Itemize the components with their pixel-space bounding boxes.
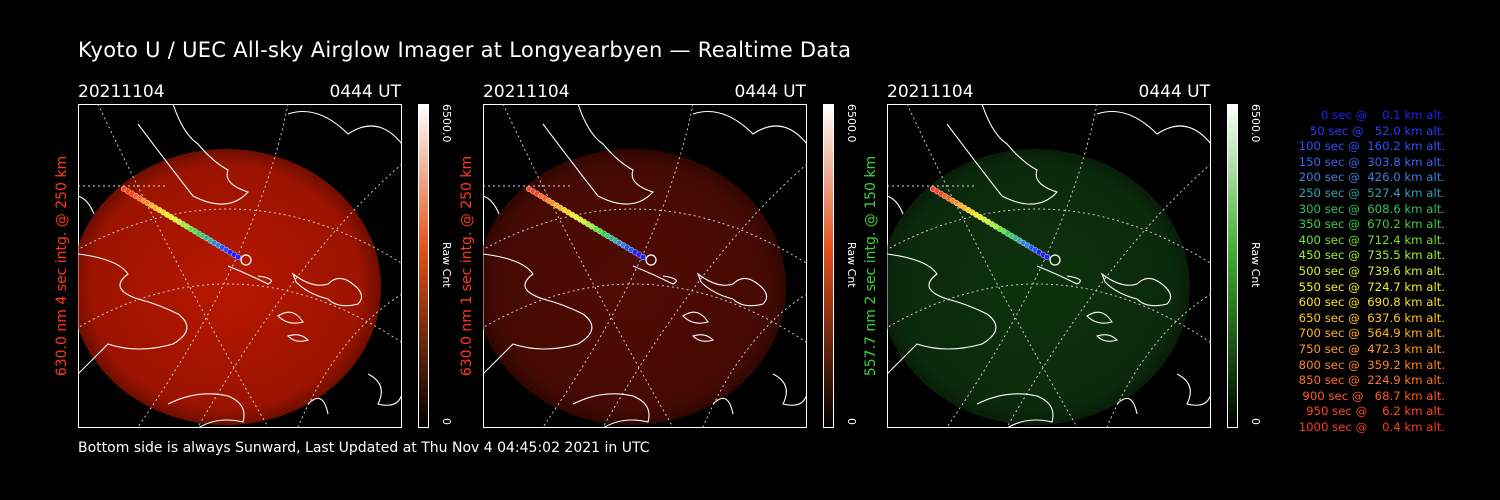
- footer-note: Bottom side is always Sunward, Last Upda…: [78, 440, 650, 456]
- colorbar-max-label: 6500.0: [1249, 104, 1262, 143]
- panel-date: 20211104: [887, 82, 974, 102]
- rocket-trajectory: [121, 185, 252, 266]
- panel-date: 20211104: [483, 82, 570, 102]
- panel-time: 0444 UT: [1138, 82, 1211, 102]
- rocket-trajectory: [526, 185, 657, 266]
- colorbar-unit-label: Raw Cnt: [440, 242, 453, 288]
- legend-entry: 700 sec @ 564.9 km alt.: [1294, 326, 1445, 341]
- legend-entry: 250 sec @ 527.4 km alt.: [1294, 185, 1445, 200]
- launch-site-marker: [240, 254, 252, 266]
- colorbar: [823, 104, 834, 428]
- trajectory-point: [1043, 253, 1050, 260]
- all-sky-map: [887, 104, 1211, 428]
- trajectory-legend: 0 sec @ 0.1 km alt. 50 sec @ 52.0 km alt…: [1270, 108, 1445, 435]
- airglow-panel-3: 20211104 0444 UT 557.7 nm 2 sec intg. @ 15…: [863, 82, 1317, 432]
- trajectory-point: [234, 253, 241, 260]
- panel-wavelength-text: 630.0 nm 4 sec intg. @ 250 km: [54, 155, 70, 377]
- legend-entry: 300 sec @ 608.6 km alt.: [1294, 201, 1445, 216]
- launch-site-marker: [1049, 254, 1061, 266]
- colorbar-min-label: 0: [1249, 418, 1262, 425]
- legend-entry: 650 sec @ 637.6 km alt.: [1294, 310, 1445, 325]
- legend-entry: 200 sec @ 426.0 km alt.: [1294, 170, 1445, 185]
- all-sky-map: [78, 104, 402, 428]
- legend-entry: 500 sec @ 739.6 km alt.: [1294, 263, 1445, 278]
- legend-entry: 950 sec @ 6.2 km alt.: [1302, 404, 1445, 419]
- panel-wavelength-label: 557.7 nm 2 sec intg. @ 150 km: [859, 104, 883, 428]
- legend-entry: 850 sec @ 224.9 km alt.: [1294, 373, 1445, 388]
- airglow-image: [483, 149, 786, 425]
- panel-wavelength-text: 557.7 nm 2 sec intg. @ 150 km: [863, 155, 879, 377]
- legend-entry: 900 sec @ 68.7 km alt.: [1298, 388, 1445, 403]
- legend-entry: 550 sec @ 724.7 km alt.: [1294, 279, 1445, 294]
- lat-lon-grid: [483, 104, 807, 428]
- rocket-trajectory: [930, 185, 1061, 266]
- legend-entry: 800 sec @ 359.2 km alt.: [1294, 357, 1445, 372]
- airglow-panel-2: 20211104 0444 UT 630.0 nm 1 sec intg. @ 25…: [459, 82, 913, 432]
- legend-entry: 450 sec @ 735.5 km alt.: [1294, 248, 1445, 263]
- colorbar-unit-label: Raw Cnt: [845, 242, 858, 288]
- legend-entry: 50 sec @ 52.0 km alt.: [1302, 123, 1445, 138]
- legend-entry: 750 sec @ 472.3 km alt.: [1294, 341, 1445, 356]
- legend-entry: 350 sec @ 670.2 km alt.: [1294, 217, 1445, 232]
- page-title: Kyoto U / UEC All-sky Airglow Imager at …: [78, 38, 852, 62]
- panel-time: 0444 UT: [329, 82, 402, 102]
- colorbar: [1227, 104, 1238, 428]
- legend-entry: 150 sec @ 303.8 km alt.: [1294, 154, 1445, 169]
- colorbar: [418, 104, 429, 428]
- colorbar-min-label: 0: [845, 418, 858, 425]
- coastline: [78, 104, 402, 428]
- panel-wavelength-text: 630.0 nm 1 sec intg. @ 250 km: [459, 155, 475, 377]
- panel-time: 0444 UT: [734, 82, 807, 102]
- legend-entry: 1000 sec @ 0.4 km alt.: [1298, 419, 1445, 434]
- legend-entry: 400 sec @ 712.4 km alt.: [1294, 232, 1445, 247]
- lat-lon-grid: [78, 104, 402, 428]
- airglow-image: [887, 149, 1190, 425]
- legend-entry: 0 sec @ 0.1 km alt.: [1309, 108, 1445, 122]
- colorbar-min-label: 0: [440, 418, 453, 425]
- panel-date: 20211104: [78, 82, 165, 102]
- trajectory-point: [639, 253, 646, 260]
- coastline: [483, 104, 807, 428]
- airglow-image: [78, 149, 381, 425]
- legend-entry: 100 sec @ 160.2 km alt.: [1294, 139, 1445, 154]
- lat-lon-grid: [887, 104, 1211, 428]
- airglow-panel-1: 20211104 0444 UT 630.0 nm 4 sec intg. @ 25…: [54, 82, 508, 432]
- colorbar-unit-label: Raw Cnt: [1249, 242, 1262, 288]
- legend-entry: 600 sec @ 690.8 km alt.: [1294, 295, 1445, 310]
- colorbar-max-label: 6500.0: [845, 104, 858, 143]
- launch-site-marker: [645, 254, 657, 266]
- all-sky-map: [483, 104, 807, 428]
- panel-wavelength-label: 630.0 nm 1 sec intg. @ 250 km: [455, 104, 479, 428]
- panel-wavelength-label: 630.0 nm 4 sec intg. @ 250 km: [50, 104, 74, 428]
- colorbar-max-label: 6500.0: [440, 104, 453, 143]
- coastline: [887, 104, 1211, 428]
